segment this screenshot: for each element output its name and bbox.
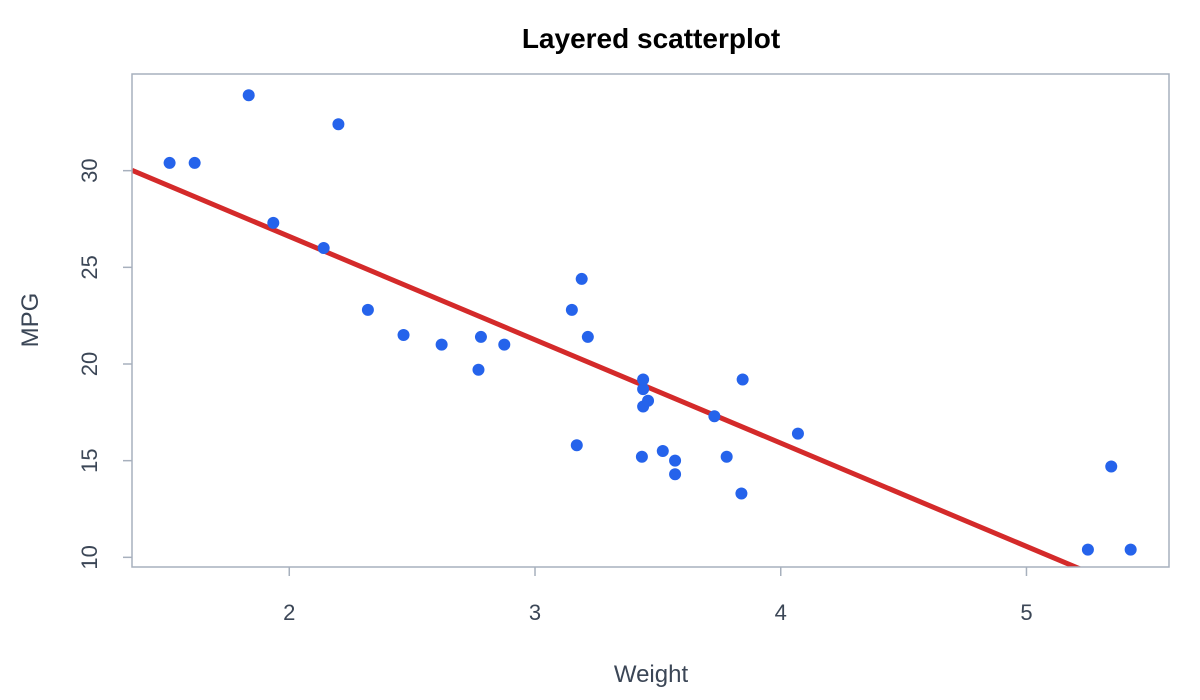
data-point	[361, 303, 374, 316]
data-point	[472, 363, 485, 376]
y-tick-label: 15	[77, 448, 102, 472]
data-point	[188, 156, 201, 169]
x-axis-label: Weight	[614, 661, 689, 688]
data-point	[575, 272, 588, 285]
data-point	[637, 383, 650, 396]
data-point	[267, 216, 280, 229]
data-point	[735, 487, 748, 500]
y-axis-label: MPG	[17, 293, 44, 348]
data-point	[791, 427, 804, 440]
x-axis: 2 3 4 5	[283, 567, 1033, 625]
data-point	[635, 450, 648, 463]
data-point	[1105, 460, 1118, 473]
data-point	[317, 242, 330, 254]
regression-line	[132, 168, 1082, 567]
data-point	[642, 394, 655, 407]
data-point	[1124, 543, 1137, 556]
data-point	[669, 454, 682, 467]
y-tick-label: 25	[77, 255, 102, 279]
data-point	[656, 445, 669, 457]
data-point	[332, 118, 345, 131]
data-point	[637, 373, 650, 386]
chart-title: Layered scatterplot	[522, 23, 780, 54]
data-point	[669, 468, 682, 481]
x-tick-label: 5	[1020, 600, 1032, 625]
data-point	[581, 330, 594, 343]
x-tick-label: 4	[775, 600, 787, 625]
data-point	[736, 373, 749, 386]
data-point	[1081, 543, 1094, 556]
data-point	[720, 450, 733, 463]
plot-area	[132, 89, 1137, 567]
x-tick-label: 3	[529, 600, 541, 625]
data-point	[474, 330, 487, 343]
data-point	[498, 338, 511, 351]
data-point	[570, 439, 583, 452]
y-tick-label: 20	[77, 352, 102, 376]
y-tick-label: 30	[77, 158, 102, 182]
data-point	[435, 338, 448, 351]
data-point	[163, 156, 176, 169]
y-axis: 10 15 20 25 30	[77, 158, 132, 570]
data-point	[242, 89, 255, 102]
data-point	[397, 329, 410, 341]
data-point	[565, 303, 578, 316]
x-tick-label: 2	[283, 600, 295, 625]
plot-frame	[131, 73, 1170, 568]
data-point	[708, 410, 721, 423]
y-tick-label: 10	[77, 545, 102, 569]
